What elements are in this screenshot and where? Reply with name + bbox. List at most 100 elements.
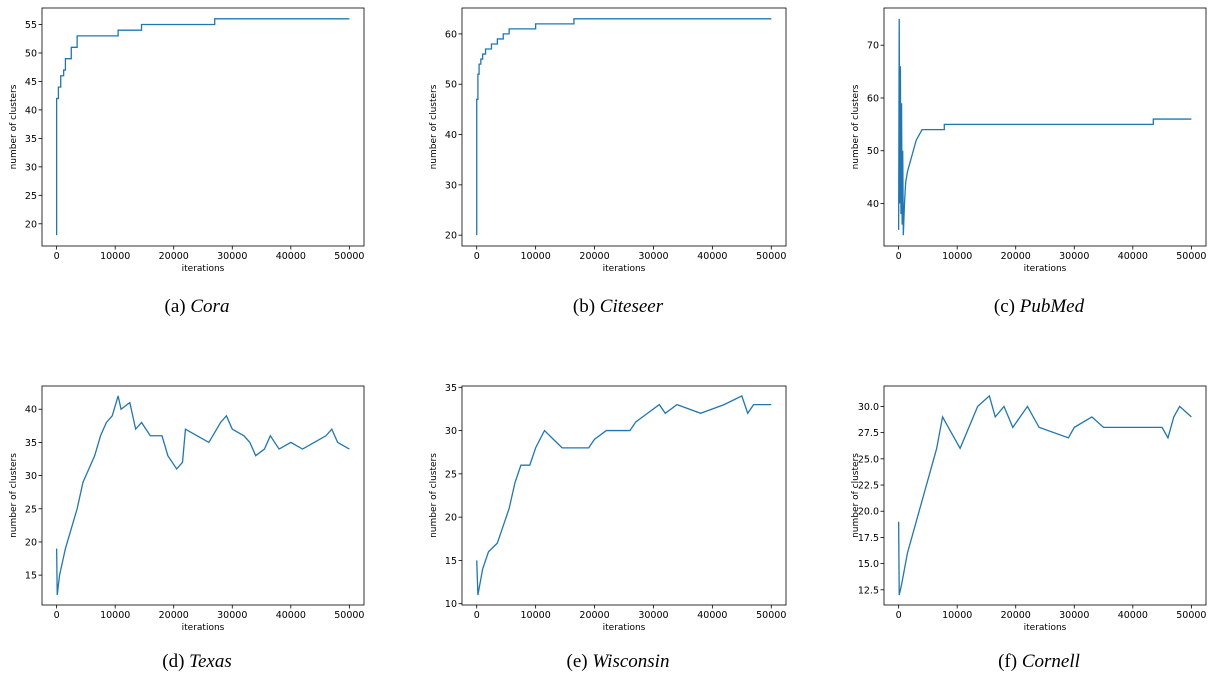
- axes-frame: [883, 385, 1207, 606]
- y-tick-label: 60: [445, 29, 457, 40]
- caption: (b) Citeseer: [573, 296, 664, 317]
- data-line: [55, 395, 350, 596]
- y-tick-label: 20: [25, 537, 37, 548]
- y-tick-label: 10: [445, 599, 457, 610]
- y-axis-label: number of clusters: [9, 84, 19, 169]
- x-axis-label: iterations: [182, 264, 225, 274]
- x-tick-label: 50000: [756, 610, 786, 621]
- caption-label: (c): [994, 296, 1015, 317]
- data-line: [476, 395, 772, 596]
- caption: (d) Texas: [162, 651, 232, 672]
- y-tick-label: 15.0: [858, 559, 879, 570]
- y-tick-label: 15: [25, 571, 37, 582]
- caption-label: (b): [573, 296, 595, 317]
- y-tick-label: 25: [25, 504, 37, 515]
- y-tick-label: 12.5: [858, 585, 879, 596]
- y-tick-label: 25: [445, 469, 457, 480]
- x-tick-label: 30000: [1059, 610, 1089, 621]
- y-tick-label: 20: [25, 219, 37, 230]
- x-tick-label: 10000: [100, 251, 130, 262]
- x-tick-label: 10000: [521, 251, 551, 262]
- y-tick-label: 70: [867, 41, 879, 52]
- caption-name: Citeseer: [600, 296, 664, 317]
- x-tick-label: 20000: [1001, 251, 1031, 262]
- caption-name: PubMed: [1019, 296, 1085, 317]
- x-tick-label: 50000: [1176, 610, 1206, 621]
- caption-label: (f): [998, 651, 1017, 672]
- x-tick-label: 50000: [1176, 251, 1206, 262]
- axes-frame: [41, 385, 365, 606]
- y-tick-label: 50: [25, 48, 37, 59]
- caption: (f) Cornell: [998, 651, 1080, 672]
- x-tick-label: 20000: [159, 610, 189, 621]
- x-tick-label: 10000: [942, 251, 972, 262]
- axes-frame: [461, 7, 787, 247]
- x-tick-label: 40000: [697, 251, 727, 262]
- y-axis-label: number of clusters: [429, 453, 439, 538]
- caption: (a) Cora: [165, 296, 230, 317]
- x-tick-label: 0: [54, 251, 60, 262]
- x-tick-label: 30000: [217, 610, 247, 621]
- y-tick-label: 20: [445, 513, 457, 524]
- caption-name: Cornell: [1022, 651, 1080, 672]
- x-axis-label: iterations: [603, 264, 646, 274]
- y-tick-label: 20.0: [858, 507, 879, 518]
- y-tick-label: 30: [25, 162, 37, 173]
- x-tick-label: 10000: [100, 610, 130, 621]
- y-tick-label: 35: [445, 383, 457, 394]
- y-tick-label: 30.0: [858, 402, 879, 413]
- x-axis-label: iterations: [1024, 264, 1067, 274]
- y-tick-label: 40: [867, 199, 879, 210]
- y-axis-label: number of clusters: [851, 453, 861, 538]
- y-tick-label: 40: [25, 105, 37, 116]
- y-tick-label: 55: [25, 20, 37, 31]
- y-tick-label: 27.5: [858, 428, 879, 439]
- axes-frame: [883, 7, 1207, 247]
- y-tick-label: 35: [25, 134, 37, 145]
- x-tick-label: 20000: [579, 251, 609, 262]
- y-tick-label: 35: [25, 438, 37, 449]
- y-tick-label: 50: [867, 146, 879, 157]
- y-tick-label: 40: [445, 130, 457, 141]
- caption: (e) Wisconsin: [567, 651, 670, 672]
- x-tick-label: 30000: [638, 251, 668, 262]
- x-tick-label: 20000: [579, 610, 609, 621]
- caption-name: Texas: [189, 651, 232, 672]
- y-tick-label: 60: [867, 93, 879, 104]
- x-axis-label: iterations: [182, 623, 225, 633]
- x-tick-label: 0: [474, 610, 480, 621]
- y-tick-label: 17.5: [858, 533, 879, 544]
- y-tick-label: 30: [445, 180, 457, 191]
- x-tick-label: 0: [474, 251, 480, 262]
- x-tick-label: 40000: [1118, 251, 1148, 262]
- x-tick-label: 50000: [334, 251, 364, 262]
- data-line: [897, 394, 1192, 596]
- x-tick-label: 0: [896, 251, 902, 262]
- x-tick-label: 0: [54, 610, 60, 621]
- caption-name: Cora: [190, 296, 229, 317]
- x-tick-label: 30000: [1059, 251, 1089, 262]
- y-axis-label: number of clusters: [429, 84, 439, 169]
- x-tick-label: 20000: [1001, 610, 1031, 621]
- x-tick-label: 30000: [638, 610, 668, 621]
- axes-frame: [41, 7, 365, 247]
- y-axis-label: number of clusters: [851, 84, 861, 169]
- x-tick-label: 40000: [697, 610, 727, 621]
- y-tick-label: 30: [25, 471, 37, 482]
- x-axis-label: iterations: [603, 623, 646, 633]
- caption-label: (d): [162, 651, 184, 672]
- y-tick-label: 20: [445, 231, 457, 242]
- y-axis-label: number of clusters: [9, 453, 19, 538]
- y-tick-label: 40: [25, 405, 37, 416]
- y-tick-label: 50: [445, 80, 457, 91]
- x-tick-label: 10000: [942, 610, 972, 621]
- data-line: [476, 18, 772, 236]
- data-line: [897, 18, 1192, 236]
- y-tick-label: 30: [445, 426, 457, 437]
- x-tick-label: 40000: [1118, 610, 1148, 621]
- y-tick-label: 15: [445, 556, 457, 567]
- x-tick-label: 40000: [276, 251, 306, 262]
- x-tick-label: 0: [896, 610, 902, 621]
- x-tick-label: 50000: [334, 610, 364, 621]
